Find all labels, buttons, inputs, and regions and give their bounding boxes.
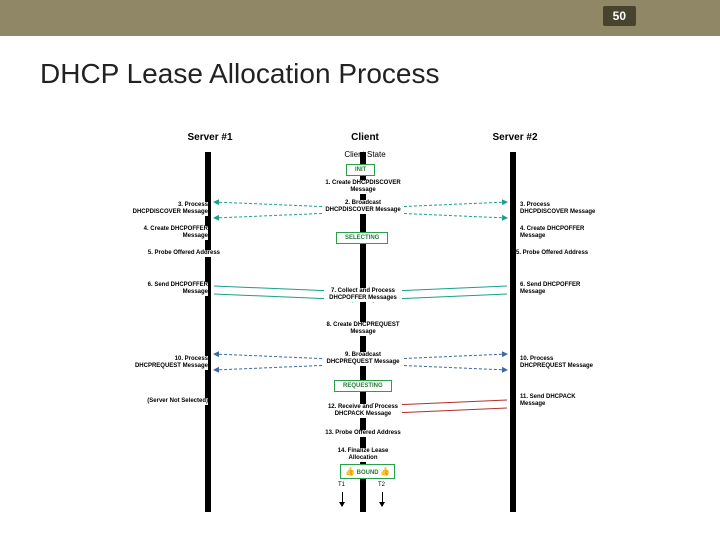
- state-bound-label: BOUND: [357, 470, 379, 476]
- thumb-icon: 👍: [380, 467, 390, 476]
- step-11: 11. Send DHCPACK Message: [520, 394, 598, 408]
- state-bound: 👍 BOUND 👍: [340, 464, 395, 479]
- step-3-right: 3. Process DHCPDISCOVER Message: [520, 202, 598, 216]
- step-10-left: 10. Process DHCPREQUEST Message: [130, 356, 208, 370]
- timer-t2: T2: [378, 482, 385, 488]
- step-4-right: 4. Create DHCPOFFER Message: [520, 226, 598, 240]
- page-title: DHCP Lease Allocation Process: [0, 36, 720, 90]
- timer-t2-line: [382, 492, 383, 506]
- step-6-right: 6. Send DHCPOFFER Message: [520, 282, 598, 296]
- state-selecting: SELECTING: [336, 232, 388, 244]
- header-server1: Server #1: [175, 132, 245, 143]
- slide-number: 50: [603, 6, 636, 26]
- dhcp-diagram: Server #1 Client Server #2 Client State …: [130, 132, 590, 512]
- timer-t1-line: [342, 492, 343, 506]
- header-server2: Server #2: [480, 132, 550, 143]
- step-6-left: 6. Send DHCPOFFER Message: [130, 282, 208, 296]
- step-13: 13. Probe Offered Address: [324, 430, 402, 437]
- step-9: 9. Broadcast DHCPREQUEST Message: [324, 352, 402, 366]
- topbar: 50: [0, 0, 720, 36]
- step-1: 1. Create DHCPDISCOVER Message: [324, 180, 402, 194]
- step-5-left: 5. Probe Offered Address: [130, 250, 220, 257]
- thumb-icon: 👍: [345, 467, 355, 476]
- step-7: 7. Collect and Process DHCPOFFER Message…: [324, 288, 402, 302]
- step-8: 8. Create DHCPREQUEST Message: [324, 322, 402, 336]
- step-14: 14. Finalize Lease Allocation: [324, 448, 402, 462]
- step-12: 12. Receive and Process DHCPACK Message: [324, 404, 402, 418]
- timer-t1: T1: [338, 482, 345, 488]
- step-3-left: 3. Process DHCPDISCOVER Message: [130, 202, 208, 216]
- step-10-right: 10. Process DHCPREQUEST Message: [520, 356, 598, 370]
- state-requesting: REQUESTING: [334, 380, 392, 392]
- header-client: Client: [335, 132, 395, 143]
- server-not-selected: (Server Not Selected): [130, 398, 208, 405]
- state-init: INIT: [346, 164, 375, 176]
- step-4-left: 4. Create DHCPOFFER Message: [130, 226, 208, 240]
- step-2: 2. Broadcast DHCPDISCOVER Message: [324, 200, 402, 214]
- step-5-right: 5. Probe Offered Address: [516, 250, 606, 257]
- dots-icon: ⋮: [361, 308, 369, 317]
- lane-server2: [510, 152, 516, 512]
